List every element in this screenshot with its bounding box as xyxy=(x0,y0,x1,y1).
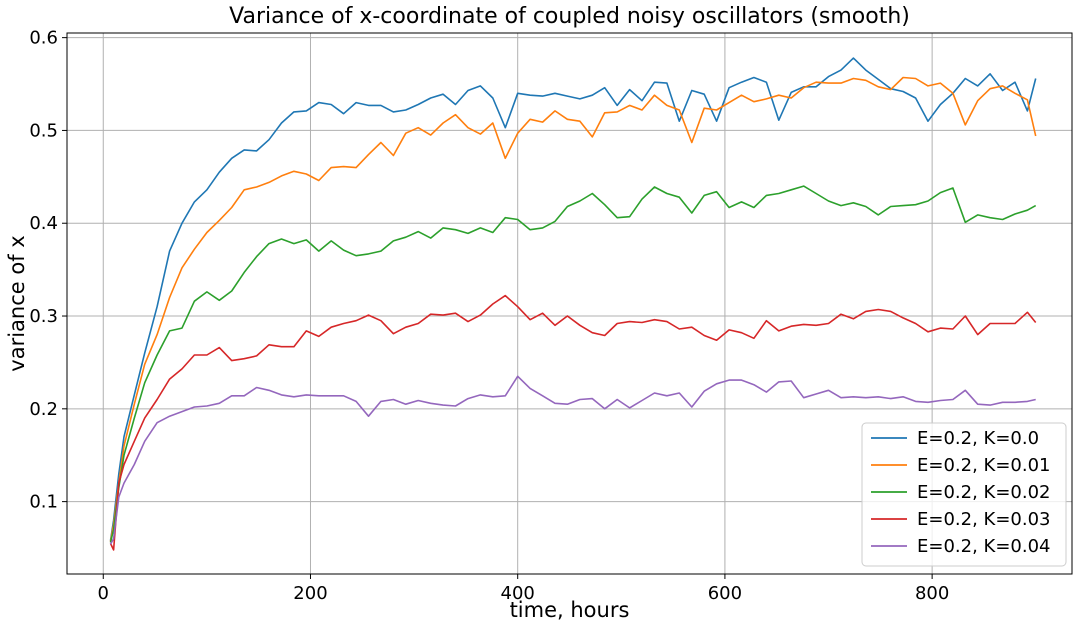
series-line-2 xyxy=(109,76,1037,542)
chart-title: Variance of x-coordinate of coupled nois… xyxy=(229,4,910,29)
legend-label: E=0.2, K=0.01 xyxy=(917,455,1051,476)
legend: E=0.2, K=0.0 E=0.2, K=0.01 E=0.2, K=0.02 E=… xyxy=(861,422,1067,567)
y-tick-label: 0.3 xyxy=(29,306,58,327)
plot-area-frame xyxy=(66,32,1073,575)
y-tick-label: 0.2 xyxy=(29,399,58,420)
x-tick-label: 200 xyxy=(293,583,327,604)
grid-lines xyxy=(67,33,1072,574)
legend-label: E=0.2, K=0.04 xyxy=(917,536,1051,557)
x-tick-label: 600 xyxy=(708,583,742,604)
series-line-4 xyxy=(109,294,1037,551)
series-lines xyxy=(109,57,1037,551)
axis-ticks: 0 200 400 600 800 0.1 0.2 0.3 0.4 0.5 0.6 xyxy=(29,28,949,604)
series-line-3 xyxy=(109,185,1037,543)
x-tick-label: 800 xyxy=(915,583,949,604)
y-tick-label: 0.6 xyxy=(29,28,58,49)
legend-label: E=0.2, K=0.03 xyxy=(917,509,1051,530)
series-line-1 xyxy=(109,57,1037,541)
y-tick-label: 0.1 xyxy=(29,492,58,513)
y-axis-label: variance of x xyxy=(5,235,29,371)
series-line-5 xyxy=(109,375,1036,545)
y-tick-label: 0.5 xyxy=(29,120,58,141)
x-tick-label: 0 xyxy=(98,583,109,604)
legend-label: E=0.2, K=0.0 xyxy=(917,428,1039,449)
x-axis-label: time, hours xyxy=(510,598,630,622)
legend-box xyxy=(861,422,1067,567)
legend-label: E=0.2, K=0.02 xyxy=(917,482,1051,503)
x-tick-label: 400 xyxy=(501,583,535,604)
y-tick-label: 0.4 xyxy=(29,213,58,234)
